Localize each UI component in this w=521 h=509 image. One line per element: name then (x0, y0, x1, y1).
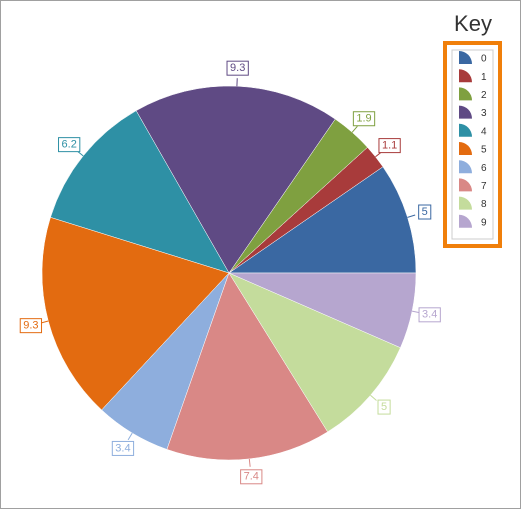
legend-label: 9 (481, 217, 487, 228)
legend-label: 2 (481, 90, 487, 101)
legend-swatch (459, 105, 472, 119)
label-box (377, 399, 391, 415)
leader-line (370, 394, 377, 401)
legend-label: 5 (481, 145, 487, 156)
label-box (226, 60, 249, 76)
legend-swatch (459, 69, 472, 83)
data-label: 3.4 (422, 309, 437, 321)
legend-label: 0 (481, 54, 487, 65)
pie-slice (50, 110, 230, 274)
legend-inner (451, 49, 494, 240)
legend-swatch (459, 214, 472, 228)
data-label: 5 (381, 401, 387, 413)
data-label: 3.4 (115, 442, 130, 454)
legend-label: 3 (481, 108, 487, 119)
pie-slice (166, 272, 329, 461)
data-label: 1.1 (382, 140, 397, 152)
leader-line (248, 458, 251, 467)
legend-label: 8 (481, 199, 487, 210)
leader-line (351, 125, 358, 133)
label-box (19, 318, 43, 334)
leader-line (407, 214, 416, 218)
pie-slice (228, 272, 417, 349)
data-label: 5 (422, 206, 428, 218)
leader-line (127, 432, 133, 441)
label-box (111, 440, 135, 456)
label-box (58, 137, 81, 153)
legend-label: 1 (481, 72, 487, 83)
legend-title: Key (454, 11, 492, 36)
data-label: 7.4 (244, 471, 259, 483)
legend-swatch (459, 51, 472, 64)
pie-slice (228, 272, 401, 433)
legend-swatch (459, 142, 472, 155)
label-box (240, 469, 263, 485)
legend-label: 7 (481, 181, 487, 192)
pie-slice (41, 217, 230, 411)
label-box (352, 111, 376, 127)
data-label: 9.3 (230, 62, 245, 74)
legend-swatch (459, 160, 472, 174)
legend-swatch (459, 196, 472, 210)
legend-swatch (459, 178, 472, 192)
legend-swatch (459, 87, 472, 101)
data-label: 9.3 (23, 320, 38, 332)
legend-swatch (459, 123, 472, 137)
label-box (418, 307, 441, 323)
label-box (378, 138, 401, 154)
label-box (418, 204, 432, 220)
pie-slice (135, 85, 336, 274)
data-label: 6.2 (62, 139, 77, 151)
legend-label: 4 (481, 126, 487, 137)
pie-slice (228, 166, 417, 274)
data-label: 1.9 (356, 113, 371, 125)
legend-label: 6 (481, 163, 487, 174)
